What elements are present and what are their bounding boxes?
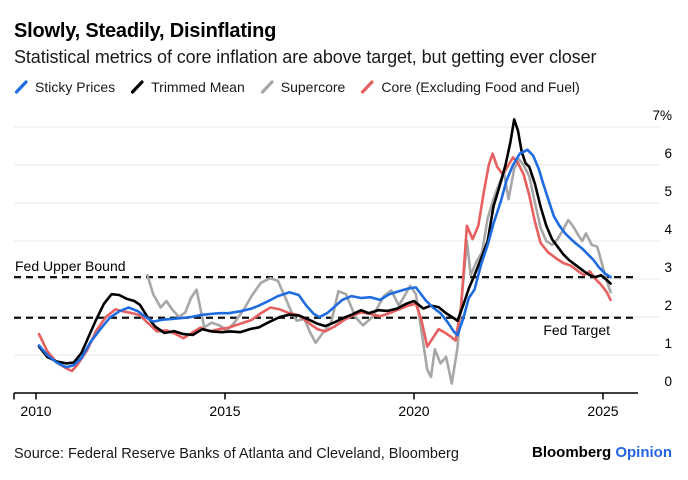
legend: Sticky Prices Trimmed Mean Supercore Core (…: [14, 79, 580, 95]
y-axis-labels: 0 1 2 3 4 5 6 7%: [652, 108, 672, 389]
x-axis-labels: 2010 2015 2020 2025: [20, 403, 618, 419]
chart-subtitle: Statistical metrics of core inflation ar…: [14, 47, 597, 67]
x-tick-label-2010: 2010: [20, 403, 51, 419]
brand-bloomberg: Bloomberg: [532, 444, 612, 461]
legend-item-trimmed-mean: Trimmed Mean: [130, 79, 245, 95]
y-tick-label-5: 5: [664, 184, 672, 199]
legend-item-supercore: Supercore: [260, 79, 346, 95]
legend-item-core-excluding-food-and-fuel: Core (Excluding Food and Fuel): [360, 79, 580, 95]
y-tick-label-6: 6: [664, 146, 672, 161]
series-lines: [37, 118, 612, 385]
y-tick-label-7: 7%: [652, 108, 672, 123]
fed-annotations: Fed Upper Bound Fed Target: [14, 258, 638, 338]
y-tick-label-4: 4: [664, 222, 672, 237]
legend-label: Supercore: [280, 79, 346, 95]
x-axis: [13, 392, 638, 400]
brand-opinion: Opinion: [615, 444, 672, 461]
legend-slash-icon: [361, 80, 374, 94]
y-tick-label-2: 2: [664, 298, 672, 313]
x-tick-label-2025: 2025: [587, 403, 618, 419]
legend-slash-icon: [14, 80, 28, 94]
series-line-trimmed-mean: [37, 118, 612, 365]
series-line-core-excluding-food-and-fuel: [37, 152, 612, 373]
source-note: Source: Federal Reserve Banks of Atlanta…: [14, 446, 459, 462]
legend-slash-icon: [260, 80, 274, 94]
legend-label: Core (Excluding Food and Fuel): [381, 79, 580, 95]
y-tick-label-1: 1: [664, 336, 672, 351]
bloomberg-opinion-logo: Bloomberg Opinion: [532, 444, 672, 461]
legend-item-sticky-prices: Sticky Prices: [14, 79, 115, 95]
y-tick-label-0: 0: [664, 374, 672, 389]
y-tick-label-3: 3: [664, 260, 672, 275]
annotation-label-0: Fed Upper Bound: [15, 258, 126, 274]
x-tick-label-2020: 2020: [398, 403, 429, 419]
chart-title: Slowly, Steadily, Disinflating: [14, 20, 277, 42]
x-tick-label-2015: 2015: [209, 403, 240, 419]
series-line-sticky-prices: [37, 148, 612, 369]
legend-label: Sticky Prices: [35, 79, 116, 95]
gridlines: [14, 126, 659, 356]
legend-slash-icon: [131, 80, 144, 94]
legend-label: Trimmed Mean: [151, 79, 245, 95]
annotation-label-1: Fed Target: [543, 322, 610, 338]
series-line-supercore: [146, 158, 612, 385]
